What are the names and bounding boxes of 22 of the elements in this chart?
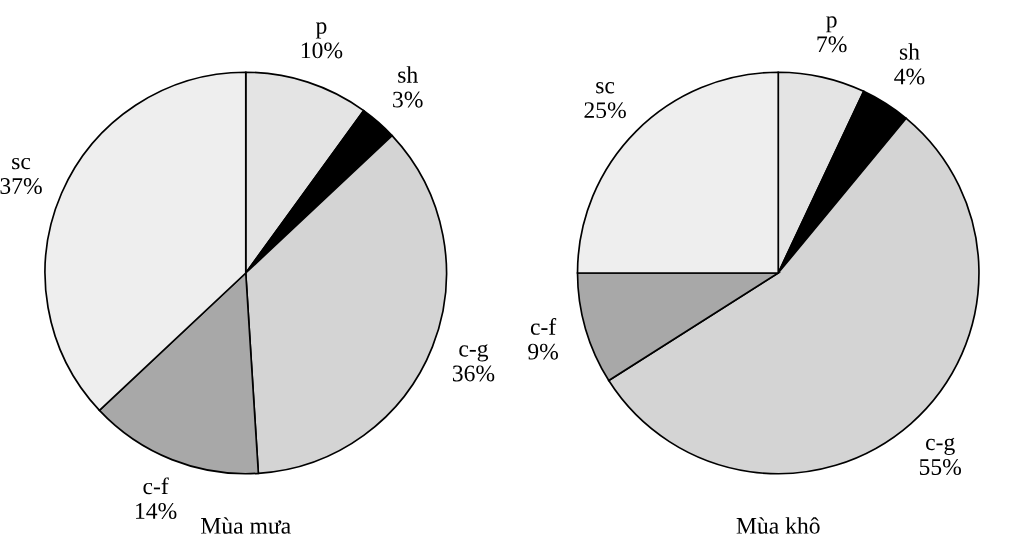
slice-label: c-g <box>459 344 489 362</box>
slice-label: c-f <box>530 318 557 335</box>
data-label: 10% <box>301 42 343 59</box>
data-label: 36% <box>452 365 495 382</box>
data-label: 9% <box>528 343 559 360</box>
data-label: 3% <box>393 91 423 108</box>
data-label: 25% <box>584 102 626 119</box>
slice-label: c-g <box>926 437 955 456</box>
data-label: 7% <box>817 36 847 53</box>
slice-label: sc <box>12 157 31 170</box>
slice-label: p <box>315 22 327 39</box>
text: Mùa mưa <box>201 517 291 534</box>
slice-label: sh <box>899 43 920 60</box>
slice-label: c-f <box>143 477 169 495</box>
text: Mùa khô <box>736 517 820 534</box>
slice-label: sh <box>398 66 418 83</box>
data-label: 55% <box>919 459 962 476</box>
slice-label: p <box>826 16 837 33</box>
data-label: 14% <box>136 502 177 520</box>
data-label: 37% <box>0 178 42 195</box>
slice-label: sc <box>596 82 615 94</box>
data-label: 4% <box>894 68 925 85</box>
